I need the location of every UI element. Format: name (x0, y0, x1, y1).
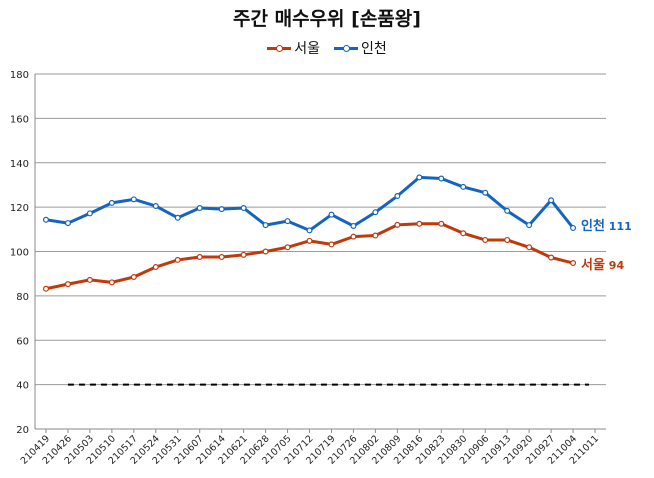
series-line-1 (45, 175, 575, 232)
y-tick-label-40: 40 (16, 381, 29, 392)
series-0-point-7 (196, 254, 203, 261)
series-0-point-9 (240, 251, 247, 258)
series-1-point-12 (306, 227, 313, 234)
y-tick-label-80: 80 (16, 292, 29, 303)
series-0-point-22 (526, 244, 533, 251)
series-1-point-2 (86, 210, 93, 217)
legend-item-seoul: 서울 (267, 38, 320, 58)
legend: 서울 인천 (0, 38, 654, 58)
y-tick-label-140: 140 (10, 159, 29, 170)
series-0-point-15 (372, 232, 379, 239)
end-label-0: 서울 94 (581, 257, 624, 273)
series-1-point-18 (438, 175, 445, 182)
series-0-point-11 (284, 244, 291, 251)
series-1-point-19 (460, 183, 467, 190)
series-1-point-13 (328, 211, 335, 218)
series-1-point-4 (130, 196, 137, 203)
series-1-point-3 (108, 199, 115, 206)
y-tick-label-120: 120 (10, 203, 29, 214)
series-0-point-24 (570, 260, 577, 267)
y-tick-label-160: 160 (10, 114, 29, 125)
series-1-point-6 (174, 214, 181, 221)
series-1-point-11 (284, 218, 291, 225)
series-0-point-2 (86, 276, 93, 283)
legend-item-incheon: 인천 (334, 38, 387, 58)
series-0-point-4 (130, 274, 137, 281)
series-0-point-6 (174, 256, 181, 263)
y-tick-label-180: 180 (10, 70, 29, 81)
series-1-point-14 (350, 222, 357, 229)
series-0-point-18 (438, 220, 445, 227)
series-0-point-10 (262, 248, 269, 255)
series-1-point-20 (482, 189, 489, 196)
series-0-point-5 (152, 264, 159, 271)
series-0-point-16 (394, 221, 401, 228)
series-0-point-21 (504, 236, 511, 243)
series-0-point-12 (306, 237, 313, 244)
series-0-point-1 (64, 281, 71, 288)
series-0-point-8 (218, 254, 225, 261)
series-1-point-5 (152, 203, 159, 210)
series-1-point-8 (218, 206, 225, 213)
y-tick-label-100: 100 (10, 248, 29, 259)
series-1-point-15 (372, 209, 379, 216)
chart-title: 주간 매수우위 [손품왕] (233, 8, 421, 30)
legend-swatch-seoul (267, 41, 292, 55)
series-1-point-9 (240, 205, 247, 212)
legend-label-seoul: 서울 (294, 41, 320, 57)
legend-label-incheon: 인천 (361, 41, 387, 57)
series-0-point-23 (548, 254, 555, 261)
series-1-point-24 (570, 224, 577, 231)
series-0-point-20 (482, 236, 489, 243)
series-1-point-23 (548, 197, 555, 204)
y-tick-label-60: 60 (16, 336, 29, 347)
y-tick-label-20: 20 (16, 425, 29, 436)
series-1-point-16 (394, 193, 401, 200)
series-1-point-0 (42, 216, 49, 223)
legend-swatch-incheon (334, 41, 358, 55)
series-line-0 (45, 222, 574, 291)
end-label-1: 인천 111 (581, 218, 632, 234)
series-1-point-21 (504, 207, 511, 214)
series-0-point-0 (42, 285, 49, 292)
series-1-point-22 (526, 222, 533, 229)
series-0-point-14 (350, 233, 357, 240)
series-1-point-17 (416, 174, 423, 181)
series-0-point-19 (460, 230, 467, 237)
series-0-point-13 (328, 241, 335, 248)
series-0-point-3 (108, 279, 115, 286)
series-1-point-1 (64, 220, 71, 227)
series-1-point-7 (196, 205, 203, 212)
series-0-point-17 (416, 220, 423, 227)
series-1-point-10 (262, 222, 269, 229)
